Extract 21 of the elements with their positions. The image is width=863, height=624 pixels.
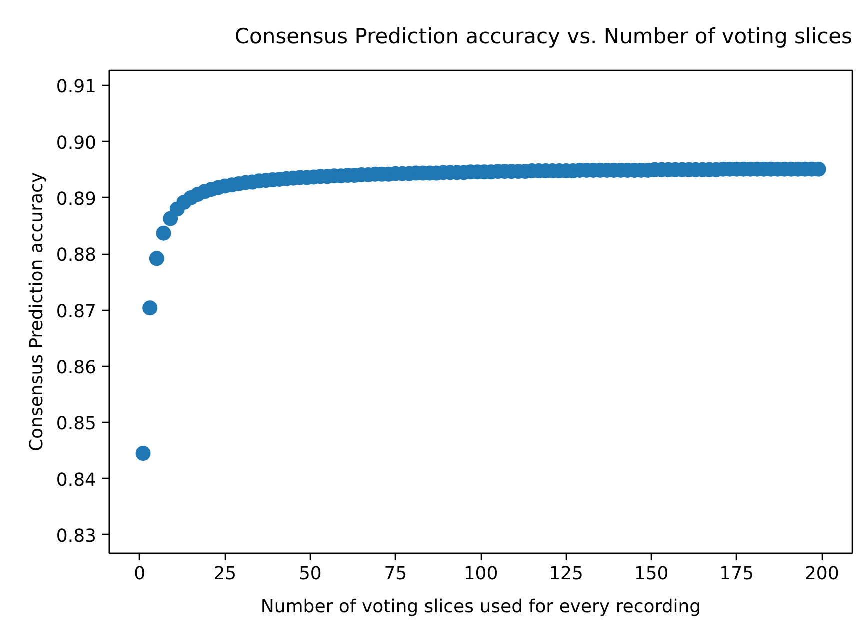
- y-tick-label: 0.87: [56, 301, 96, 322]
- x-tick-label: 50: [298, 564, 322, 584]
- x-tick-label: 175: [720, 564, 754, 584]
- x-tick-label: 150: [634, 564, 669, 584]
- y-tick-label: 0.84: [56, 470, 96, 491]
- x-tick-label: 75: [384, 564, 408, 584]
- chart-title: Consensus Prediction accuracy vs. Number of voting slices: [234, 24, 852, 48]
- x-tick-label: 125: [549, 564, 584, 584]
- x-axis-title: Number of voting slices used for every recording: [260, 596, 702, 618]
- x-tick-label: 25: [214, 564, 237, 584]
- y-tick-label: 0.85: [56, 414, 96, 435]
- x-tick-label: 200: [804, 564, 840, 584]
- y-tick-label: 0.90: [56, 132, 96, 154]
- y-tick-label: 0.89: [56, 188, 96, 210]
- y-tick-label: 0.88: [56, 245, 96, 266]
- x-tick-label: 0: [134, 564, 146, 584]
- y-tick-label: 0.91: [56, 76, 96, 98]
- y-tick-label: 0.83: [56, 526, 96, 547]
- x-tick-label: 100: [464, 564, 498, 584]
- y-tick-label: 0.86: [56, 357, 96, 378]
- y-axis-title: Consensus Prediction accuracy: [26, 172, 48, 452]
